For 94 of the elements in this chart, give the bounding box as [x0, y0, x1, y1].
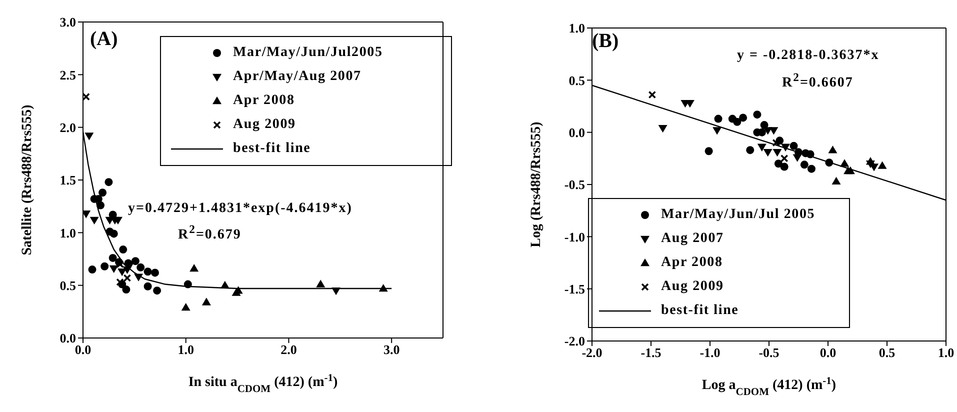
point [90, 216, 99, 225]
point [104, 178, 113, 186]
y-tick-label: 1.0 [60, 225, 76, 240]
point [753, 110, 762, 119]
x-tick-label: -1.0 [700, 345, 720, 360]
x-tick-label: -2.0 [582, 345, 602, 360]
point [704, 147, 713, 156]
y-axis-title: Satellite (Rrs488/Rrs555) [20, 104, 35, 256]
point [772, 149, 782, 157]
point [84, 132, 94, 140]
point [746, 146, 754, 154]
point [119, 246, 128, 254]
legend-label: Aug 2009 [661, 279, 724, 295]
point [757, 144, 766, 152]
x-tick-label: 0.0 [820, 345, 836, 360]
point [658, 125, 668, 133]
x-tick-label: 2.0 [280, 342, 297, 358]
annotation: R$^{2}$=0.679 [178, 223, 242, 244]
point [712, 127, 722, 135]
legend-label: Apr 2008 [661, 255, 723, 271]
point [83, 92, 90, 101]
legend-label: Mar/May/Jun/Jul2005 [233, 45, 383, 61]
x-axis-title: In situ a$_{CDOM}$ (412) (m$^{-1}$) [188, 372, 338, 394]
point [714, 114, 722, 123]
point [763, 149, 772, 157]
x-tick-label: 1.0 [938, 345, 954, 360]
point [151, 268, 159, 277]
point [116, 278, 124, 286]
y-tick-label: 0.5 [568, 72, 586, 88]
point [98, 188, 107, 197]
point [790, 142, 798, 150]
point [181, 302, 190, 311]
point [807, 164, 816, 173]
legend-label: best-fit line [233, 141, 311, 157]
annotation: (B) [592, 30, 619, 53]
x-tick-label: 0.5 [878, 345, 896, 360]
legend-label: Apr 2008 [233, 93, 295, 109]
point [832, 176, 841, 185]
y-tick-label: 3.0 [60, 14, 76, 30]
point [780, 162, 788, 171]
point [866, 157, 875, 165]
y-tick-label: 0.0 [60, 330, 76, 346]
point [100, 262, 109, 270]
y-tick-label: -1.0 [564, 229, 585, 244]
y-tick-label: 2.5 [60, 67, 76, 82]
y-tick-label: -1.5 [564, 281, 586, 296]
legend-label: best-fit line [661, 303, 739, 319]
point [780, 154, 788, 162]
point [153, 286, 162, 295]
legend-label: Mar/May/Jun/Jul 2005 [661, 207, 816, 223]
point [769, 127, 778, 135]
point [840, 159, 850, 167]
annotation: (A) [90, 28, 118, 51]
point [316, 280, 326, 288]
point [190, 264, 199, 272]
y-tick-label: 2.0 [60, 120, 76, 135]
point [733, 118, 742, 126]
point [136, 263, 145, 272]
annotation: R$^{2}$=0.6607 [782, 71, 854, 92]
point [648, 90, 656, 99]
point [202, 298, 211, 306]
x-tick-label: 3.0 [383, 342, 400, 358]
x-tick-label: 1.0 [178, 342, 194, 358]
legend-label: Aug 2009 [233, 117, 296, 133]
legend-label: Apr/May/Aug 2007 [233, 69, 362, 85]
point [774, 160, 782, 168]
y-tick-label: 1.0 [568, 20, 585, 36]
x-tick-label: -1.5 [640, 345, 662, 360]
point [144, 268, 152, 276]
point [739, 114, 748, 122]
point [792, 154, 802, 162]
y-tick-label: 0.0 [568, 124, 585, 140]
y-tick-label: 0.5 [60, 278, 76, 293]
point [878, 161, 887, 169]
point [828, 146, 838, 154]
point [800, 160, 808, 169]
point [772, 138, 780, 147]
x-tick-label: -0.5 [758, 345, 780, 360]
point [110, 230, 118, 238]
x-tick-label: 0.0 [74, 342, 92, 358]
point [83, 210, 91, 218]
point [123, 274, 132, 282]
annotation: y=0.4729+1.4831*exp(-4.6419*x) [128, 201, 352, 217]
annotation: y = -0.2818-0.3637*x [737, 48, 880, 64]
legend-label: Aug 2007 [661, 231, 724, 247]
point [88, 266, 96, 274]
y-axis-title: Log (Rrs488/Rrs555) [529, 121, 544, 248]
y-tick-label: 1.5 [60, 172, 76, 188]
y-tick-label: -0.5 [564, 177, 586, 192]
point [122, 286, 130, 294]
point [144, 282, 152, 290]
point [108, 254, 117, 262]
point [109, 265, 118, 273]
x-axis-title: Log a$_{CDOM}$ (412) (m$^{-1}$) [702, 376, 836, 398]
